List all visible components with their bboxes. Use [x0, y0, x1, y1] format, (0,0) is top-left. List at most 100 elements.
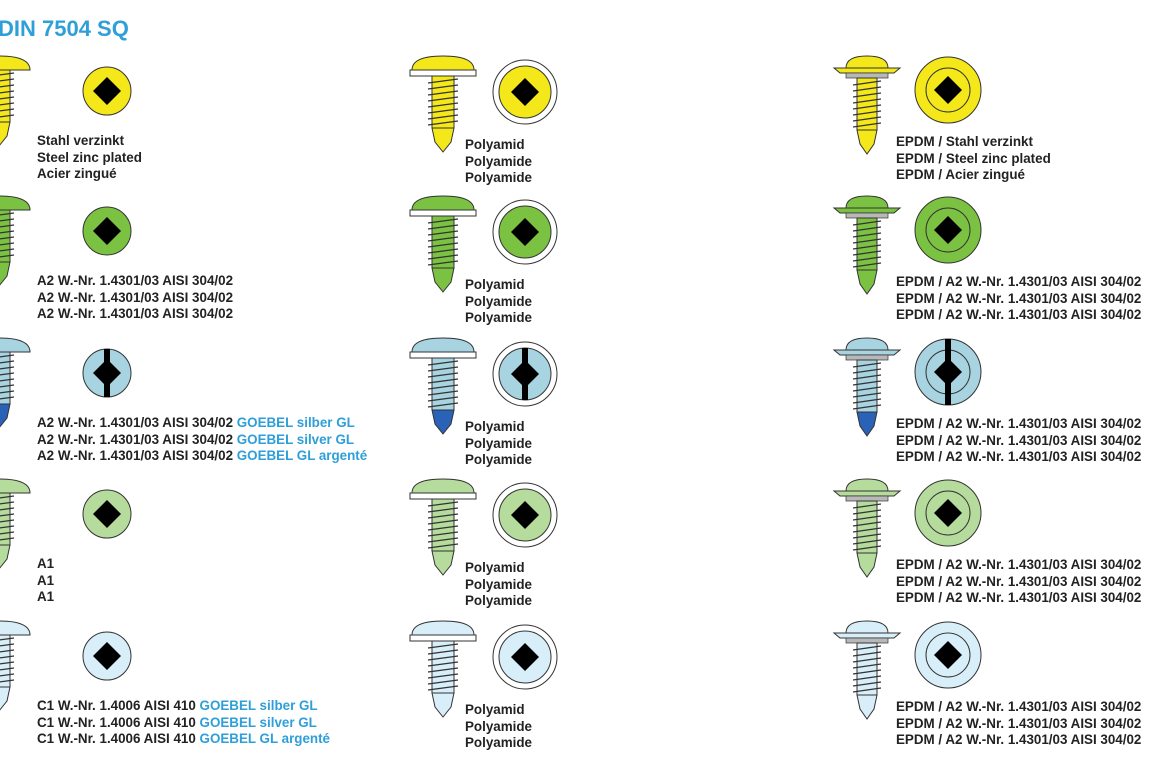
- screw-plain-icon: [0, 55, 34, 153]
- screw-polyamide-icon: [408, 55, 478, 159]
- material-text: Polyamid: [465, 702, 525, 717]
- material-line: EPDM / Acier zingué: [896, 167, 1051, 184]
- material-text: Polyamide: [465, 310, 532, 326]
- material-line: Polyamide: [465, 170, 532, 187]
- square-drive-icon: [72, 621, 142, 696]
- material-line: Polyamid: [465, 137, 532, 154]
- coating-highlight: GOEBEL silver GL: [199, 714, 317, 730]
- combi-drive-icon: [913, 337, 983, 412]
- material-text: EPDM / Acier zingué: [896, 167, 1025, 183]
- material-text: EPDM / A2 W.-Nr. 1.4301/03 AISI 304/02: [896, 432, 1142, 448]
- material-text: Polyamide: [465, 735, 532, 751]
- material-text: A1: [37, 556, 55, 571]
- material-text: A2 W.-Nr. 1.4301/03 AISI 304/02: [37, 448, 234, 464]
- screw-polyamide-icon: [408, 195, 478, 299]
- material-text: EPDM / A2 W.-Nr. 1.4301/03 AISI 304/02: [896, 732, 1142, 748]
- material-text: EPDM / A2 W.-Nr. 1.4301/03 AISI 304/02: [896, 449, 1142, 465]
- material-description: Polyamid Polyamide Polyamide: [465, 277, 532, 327]
- material-line: EPDM / A2 W.-Nr. 1.4301/03 AISI 304/02: [896, 590, 1141, 607]
- material-text: EPDM / A2 W.-Nr. 1.4301/03 AISI 304/02: [896, 416, 1142, 431]
- material-text: A2 W.-Nr. 1.4301/03 AISI 304/02: [37, 273, 234, 288]
- material-text: A2 W.-Nr. 1.4301/03 AISI 304/02: [37, 431, 234, 447]
- material-text: Polyamid: [465, 419, 525, 434]
- material-line: A2 W.-Nr. 1.4301/03 AISI 304/02 GOEBEL G…: [37, 448, 367, 465]
- screw-polyamide-icon: [408, 478, 478, 582]
- combi-drive-icon: [490, 339, 560, 414]
- material-line: A1: [37, 573, 54, 590]
- material-text: Polyamide: [465, 718, 532, 734]
- material-text: EPDM / A2 W.-Nr. 1.4301/03 AISI 304/02: [896, 573, 1142, 589]
- material-text: C1 W.-Nr. 1.4006 AISI 410: [37, 731, 196, 747]
- material-line: EPDM / A2 W.-Nr. 1.4301/03 AISI 304/02: [896, 732, 1141, 749]
- material-line: Polyamide: [465, 294, 532, 311]
- material-text: Polyamide: [465, 593, 532, 609]
- coating-highlight: GOEBEL silber GL: [236, 415, 355, 430]
- material-text: Polyamid: [465, 277, 525, 292]
- material-description: EPDM / A2 W.-Nr. 1.4301/03 AISI 304/02 EP…: [896, 557, 1141, 607]
- material-line: Polyamide: [465, 452, 532, 469]
- material-text: Steel zinc plated: [37, 149, 142, 165]
- material-text: C1 W.-Nr. 1.4006 AISI 410: [37, 714, 196, 730]
- material-line: A2 W.-Nr. 1.4301/03 AISI 304/02: [37, 273, 233, 290]
- material-text: EPDM / A2 W.-Nr. 1.4301/03 AISI 304/02: [896, 307, 1142, 323]
- material-line: EPDM / A2 W.-Nr. 1.4301/03 AISI 304/02: [896, 557, 1141, 574]
- square-drive-icon: [72, 479, 142, 554]
- material-description: A2 W.-Nr. 1.4301/03 AISI 304/02 GOEBEL s…: [37, 415, 367, 465]
- material-line: A1: [37, 589, 54, 606]
- material-description: EPDM / A2 W.-Nr. 1.4301/03 AISI 304/02 EP…: [896, 416, 1141, 466]
- screw-epdm-icon: [832, 478, 902, 584]
- material-description: Stahl verzinkt Steel zinc plated Acier zin…: [37, 133, 142, 183]
- coating-highlight: GOEBEL GL argenté: [199, 731, 330, 747]
- square-drive-icon: [72, 196, 142, 271]
- material-text: A1: [37, 572, 55, 588]
- material-description: A2 W.-Nr. 1.4301/03 AISI 304/02 A2 W.-Nr.…: [37, 273, 233, 323]
- material-text: C1 W.-Nr. 1.4006 AISI 410: [37, 698, 196, 713]
- material-description: C1 W.-Nr. 1.4006 AISI 410 GOEBEL silber …: [37, 698, 330, 748]
- material-line: Polyamide: [465, 577, 532, 594]
- material-description: EPDM / Stahl verzinkt EPDM / Steel zinc p…: [896, 134, 1051, 184]
- material-text: Polyamide: [465, 435, 532, 451]
- square-drive-icon: [913, 620, 983, 695]
- material-line: A2 W.-Nr. 1.4301/03 AISI 304/02: [37, 306, 233, 323]
- screw-epdm-icon: [832, 337, 902, 443]
- material-line: A2 W.-Nr. 1.4301/03 AISI 304/02: [37, 290, 233, 307]
- material-line: EPDM / A2 W.-Nr. 1.4301/03 AISI 304/02: [896, 433, 1141, 450]
- material-line: C1 W.-Nr. 1.4006 AISI 410 GOEBEL silver …: [37, 715, 330, 732]
- material-description: Polyamid Polyamide Polyamide: [465, 419, 532, 469]
- screw-epdm-icon: [832, 620, 902, 726]
- material-line: EPDM / A2 W.-Nr. 1.4301/03 AISI 304/02: [896, 291, 1141, 308]
- material-line: EPDM / A2 W.-Nr. 1.4301/03 AISI 304/02: [896, 416, 1141, 433]
- material-text: Polyamid: [465, 137, 525, 152]
- material-line: EPDM / A2 W.-Nr. 1.4301/03 AISI 304/02: [896, 274, 1141, 291]
- material-text: EPDM / A2 W.-Nr. 1.4301/03 AISI 304/02: [896, 699, 1142, 714]
- square-drive-icon: [490, 480, 560, 555]
- material-line: Polyamide: [465, 735, 532, 752]
- screw-epdm-icon: [832, 55, 902, 161]
- material-text: EPDM / Steel zinc plated: [896, 150, 1051, 166]
- material-line: Polyamid: [465, 560, 532, 577]
- coating-highlight: GOEBEL silber GL: [199, 698, 318, 713]
- square-drive-icon: [913, 55, 983, 130]
- material-line: Polyamide: [465, 310, 532, 327]
- material-line: A2 W.-Nr. 1.4301/03 AISI 304/02 GOEBEL s…: [37, 432, 367, 449]
- material-description: EPDM / A2 W.-Nr. 1.4301/03 AISI 304/02 EP…: [896, 699, 1141, 749]
- screw-plain-icon: [0, 478, 34, 576]
- material-text: A2 W.-Nr. 1.4301/03 AISI 304/02: [37, 415, 234, 430]
- square-drive-icon: [490, 622, 560, 697]
- square-drive-icon: [72, 56, 142, 131]
- material-description: Polyamid Polyamide Polyamide: [465, 137, 532, 187]
- material-line: Steel zinc plated: [37, 150, 142, 167]
- material-text: Polyamide: [465, 452, 532, 468]
- combi-drive-icon: [72, 338, 142, 413]
- material-text: Polyamid: [465, 560, 525, 575]
- material-text: Stahl verzinkt: [37, 133, 125, 148]
- material-line: EPDM / A2 W.-Nr. 1.4301/03 AISI 304/02: [896, 307, 1141, 324]
- screw-plain-icon: [0, 337, 34, 435]
- material-line: Acier zingué: [37, 166, 142, 183]
- material-description: EPDM / A2 W.-Nr. 1.4301/03 AISI 304/02 EP…: [896, 274, 1141, 324]
- screw-polyamide-icon: [408, 337, 478, 441]
- material-line: Polyamide: [465, 154, 532, 171]
- material-line: Polyamid: [465, 277, 532, 294]
- material-text: Polyamide: [465, 153, 532, 169]
- material-line: C1 W.-Nr. 1.4006 AISI 410 GOEBEL GL arge…: [37, 731, 330, 748]
